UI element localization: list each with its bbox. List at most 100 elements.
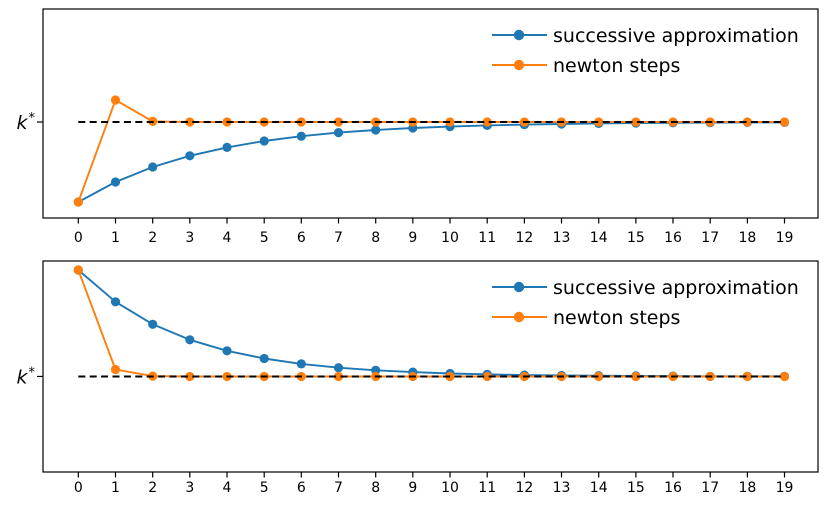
legend-entry-successive-approximation: successive approximation	[492, 277, 799, 299]
subplot-bottom: 0 1 2 3 4 5 6 7 8 9 10 11 12 13 14 15 16 17 18 19k*successi…	[16, 260, 819, 496]
x-axis-tick-label: 1	[111, 480, 120, 496]
successive-approximation-marker	[296, 359, 306, 369]
newton-steps-marker	[742, 371, 753, 382]
legend-marker	[513, 311, 525, 323]
successive-approximation-marker	[371, 125, 381, 135]
x-axis-tick-label: 6	[297, 480, 306, 496]
x-axis-tick-label: 3	[185, 480, 194, 496]
newton-steps-marker	[333, 371, 344, 382]
x-axis-tick-label: 8	[371, 230, 380, 246]
x-axis-tick-label: 15	[627, 480, 645, 496]
legend-label: newton steps	[553, 307, 680, 329]
x-axis-tick-label: 0	[74, 480, 83, 496]
newton-steps-marker	[73, 265, 83, 275]
x-axis-tick-label: 17	[701, 480, 719, 496]
x-axis: 0 1 2 3 4 5 6 7 8 9 10 11 12 13 14 15 16 17 18 19	[74, 218, 794, 246]
newton-steps-series	[73, 95, 790, 207]
newton-steps-line	[77, 99, 785, 203]
legend: successive approximation newton steps	[492, 25, 799, 77]
legend: successive approximation newton steps	[492, 277, 799, 329]
successive-approximation-marker	[333, 128, 344, 138]
successive-approximation-marker	[296, 131, 306, 141]
x-axis-tick-label: 7	[334, 230, 343, 246]
newton-steps-marker	[631, 117, 641, 127]
successive-approximation-marker	[259, 136, 269, 146]
x-axis-tick-label: 11	[478, 230, 496, 246]
x-axis-tick-label: 13	[553, 230, 571, 246]
newton-steps-marker	[73, 197, 83, 207]
successive-approximation-marker	[110, 177, 121, 187]
x-axis-tick-label: 19	[776, 480, 794, 496]
newton-steps-marker	[110, 364, 121, 375]
successive-approximation-marker	[222, 346, 232, 356]
x-axis-tick-label: 5	[260, 480, 269, 496]
newton-steps-series	[73, 265, 790, 382]
x-axis-tick-label: 10	[441, 230, 459, 246]
newton-steps-marker	[631, 371, 641, 382]
successive-approximation-marker	[222, 142, 232, 152]
successive-approximation-marker	[148, 162, 158, 172]
x-axis-tick-label: 1	[111, 230, 120, 246]
x-axis-tick-label: 12	[515, 480, 533, 496]
newton-steps-marker	[742, 117, 753, 127]
successive-approximation-marker	[185, 151, 195, 161]
axes-frame	[42, 8, 819, 219]
successive-approximation-marker	[110, 297, 121, 307]
successive-approximation-marker	[185, 335, 195, 345]
x-axis-tick-label: 19	[776, 230, 794, 246]
x-axis-tick-label: 11	[478, 480, 496, 496]
newton-steps-marker	[594, 371, 604, 382]
x-axis-tick-label: 7	[334, 480, 343, 496]
x-axis-tick-label: 16	[664, 480, 682, 496]
x-axis-tick-label: 18	[738, 480, 756, 496]
newton-steps-marker	[594, 117, 604, 127]
x-axis-tick-label: 9	[408, 230, 417, 246]
newton-steps-marker	[185, 371, 195, 382]
x-axis-tick-label: 17	[701, 230, 719, 246]
x-axis-tick-label: 5	[260, 230, 269, 246]
x-axis-tick-label: 2	[148, 480, 157, 496]
x-axis-tick-label: 14	[590, 480, 608, 496]
successive-approximation-line	[77, 121, 785, 203]
axes-frame	[42, 260, 819, 473]
newton-steps-marker	[482, 117, 492, 127]
successive-approximation-marker	[333, 363, 344, 373]
successive-approximation-marker	[259, 353, 269, 364]
x-axis-tick-label: 0	[74, 230, 83, 246]
legend-label: successive approximation	[553, 277, 799, 299]
k-star-tick-label: k*	[16, 111, 35, 134]
newton-steps-marker	[333, 117, 344, 127]
y-axis: k*	[16, 366, 43, 389]
legend-entry-newton-steps: newton steps	[492, 55, 680, 77]
successive-approximation-series	[73, 117, 790, 207]
x-axis-tick-label: 4	[223, 230, 232, 246]
x-axis-tick-label: 13	[553, 480, 571, 496]
subplot-top: 0 1 2 3 4 5 6 7 8 9 10 11 12 13 14 15 16 17 18 19k*successi…	[16, 8, 819, 246]
y-axis: k*	[16, 111, 43, 134]
x-axis-tick-label: 16	[664, 230, 682, 246]
newton-steps-marker	[779, 117, 790, 127]
x-axis-tick-label: 6	[297, 230, 306, 246]
newton-steps-marker	[779, 371, 790, 382]
x-axis-tick-label: 12	[515, 230, 533, 246]
k-star-tick-label: k*	[16, 366, 35, 389]
x-axis-tick-label: 15	[627, 230, 645, 246]
newton-steps-marker	[110, 95, 121, 105]
legend-marker	[513, 59, 525, 71]
successive-approximation-marker	[148, 319, 158, 329]
x-axis-tick-label: 2	[148, 230, 157, 246]
legend-entry-newton-steps: newton steps	[492, 307, 680, 329]
x-axis-tick-label: 4	[223, 480, 232, 496]
x-axis: 0 1 2 3 4 5 6 7 8 9 10 11 12 13 14 15 16 17 18 19	[74, 472, 794, 496]
legend-label: successive approximation	[553, 25, 799, 47]
legend-marker	[513, 281, 525, 293]
x-axis-tick-label: 14	[590, 230, 608, 246]
legend-label: newton steps	[553, 55, 680, 77]
newton-steps-marker	[482, 371, 492, 382]
x-axis-tick-label: 8	[371, 480, 380, 496]
x-axis-tick-label: 9	[408, 480, 417, 496]
x-axis-tick-label: 10	[441, 480, 459, 496]
x-axis-tick-label: 18	[738, 230, 756, 246]
legend-marker	[513, 29, 525, 41]
